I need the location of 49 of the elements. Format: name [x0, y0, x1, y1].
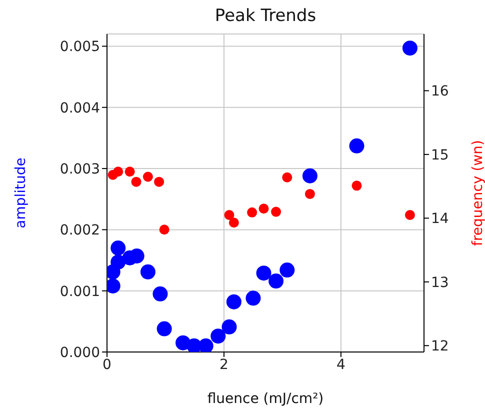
point: [222, 319, 237, 334]
point: [226, 294, 242, 310]
x-tick-label: 0: [102, 356, 112, 373]
point: [156, 321, 172, 336]
point: [304, 188, 315, 199]
point: [210, 328, 226, 344]
chart-title: Peak Trends: [214, 6, 318, 26]
y-axis-title: amplitude: [12, 158, 29, 228]
point: [113, 166, 124, 177]
point: [271, 206, 282, 217]
point: [142, 172, 153, 182]
y-tick-label: 0.001: [60, 284, 100, 300]
x-tick-label: 4: [336, 356, 346, 373]
x-tick-label: 2: [220, 356, 228, 373]
point: [124, 166, 135, 177]
y2-tick-label: 13: [431, 274, 449, 291]
point: [110, 254, 126, 270]
x-axis-title: fluence (mJ/cm²): [207, 391, 324, 407]
point: [140, 264, 156, 280]
point: [256, 266, 272, 281]
y-tick-label: 0.005: [60, 39, 100, 56]
point: [258, 204, 269, 214]
point: [402, 40, 418, 56]
point: [302, 168, 318, 184]
point: [228, 218, 239, 228]
y2-axis-title: frequency (wn): [470, 140, 485, 246]
point: [131, 176, 142, 187]
point: [280, 262, 295, 278]
y-tick-label: 0.000: [60, 344, 100, 361]
y-tick-label: 0.003: [60, 162, 100, 178]
point: [282, 172, 292, 182]
y2-tick-label: 15: [431, 147, 449, 164]
point: [247, 207, 258, 218]
point: [198, 338, 214, 352]
point: [352, 180, 362, 191]
point: [110, 240, 126, 256]
y2-tick-label: 16: [431, 84, 449, 100]
point: [268, 274, 284, 289]
point: [154, 176, 164, 187]
point: [152, 286, 168, 302]
point: [349, 138, 364, 154]
point: [246, 290, 261, 306]
point: [404, 210, 415, 220]
y2-tick-label: 12: [431, 338, 449, 355]
y-tick-label: 0.002: [60, 222, 100, 239]
y-tick-label: 0.004: [60, 100, 100, 116]
point: [224, 210, 234, 220]
y2-tick-label: 14: [431, 211, 449, 228]
point: [159, 224, 170, 235]
